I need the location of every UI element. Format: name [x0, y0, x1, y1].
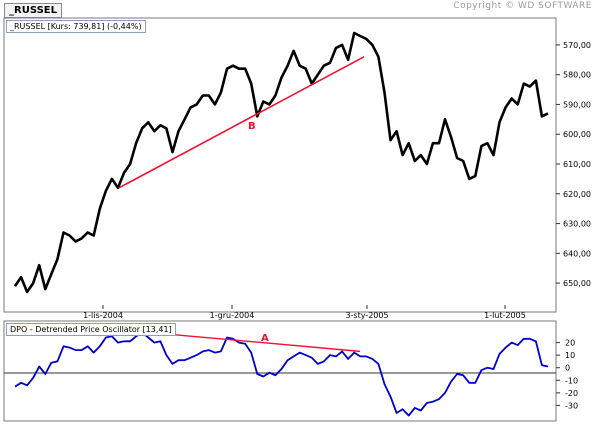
trendline-b-label: B: [248, 121, 256, 132]
price-x-tick-label: 3-sty-2005: [345, 311, 388, 320]
price-x-tick-label: 1-lis-2004: [83, 311, 123, 320]
oscillator-y-tick-label: 20: [565, 339, 575, 348]
price-y-axis: 650,00 640,00 630,00 620,00 610,00 600,00 590,…: [556, 41, 591, 288]
trendline-a: [149, 331, 361, 353]
oscillator-panel-label: DPO - Detrended Price Oscillator [13,41]: [6, 323, 176, 336]
dpo-series-line: [14, 331, 549, 417]
price-panel-frame: [3, 17, 557, 313]
price-y-tick-label: 620,00: [563, 190, 591, 199]
trendline-a-label: A: [261, 333, 269, 344]
oscillator-y-tick-label: 10: [565, 351, 575, 360]
price-y-tick-label: 580,00: [563, 71, 591, 80]
price-y-tick-label: 650,00: [563, 279, 591, 288]
price-y-tick-label: 630,00: [563, 220, 591, 229]
oscillator-y-axis: 20 10 0 -10 -20 -30: [556, 339, 578, 410]
price-x-tick-label: 1-lut-2005: [484, 311, 526, 320]
trendline-b: [118, 56, 365, 189]
price-y-tick-label: 600,00: [563, 130, 591, 139]
symbol-tag-text: _RUSSEL: [9, 5, 57, 16]
oscillator-panel-label-text: DPO - Detrended Price Oscillator [13,41]: [10, 325, 172, 334]
price-panel-label: _RUSSEL [Kurs: 739,81] (-0,44%): [6, 20, 146, 33]
price-panel-label-text: _RUSSEL [Kurs: 739,81] (-0,44%): [10, 22, 142, 31]
price-series-line: [13, 31, 549, 294]
price-y-tick-label: 640,00: [563, 249, 591, 258]
oscillator-y-tick-label: -10: [565, 376, 578, 385]
oscillator-y-tick-label: 0: [565, 364, 570, 373]
price-x-axis: 1-lis-2004 1-gru-2004 3-sty-2005 1-lut-2005: [83, 305, 526, 320]
price-y-tick-label: 570,00: [563, 41, 591, 50]
oscillator-y-tick-label: -20: [565, 389, 578, 398]
price-y-tick-label: 610,00: [563, 160, 591, 169]
copyright-text: Copyright © WD SOFTWARE: [453, 1, 592, 11]
price-y-tick-label: 590,00: [563, 100, 591, 109]
oscillator-y-tick-label: -30: [565, 401, 578, 410]
price-x-tick-label: 1-gru-2004: [210, 311, 255, 320]
